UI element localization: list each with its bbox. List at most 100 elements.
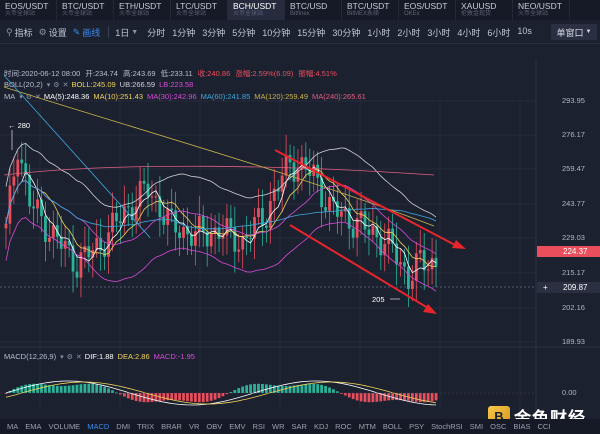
candle-body	[434, 257, 438, 267]
indicator-tab[interactable]: BIAS	[513, 422, 531, 431]
macd-bar	[221, 393, 225, 397]
macd-bar	[130, 393, 134, 400]
symbol-tab[interactable]: EOS/USDT 火币全球站	[0, 0, 57, 20]
macd-bar	[51, 385, 55, 393]
indicator-tab[interactable]: OSC	[490, 422, 507, 431]
settings-button[interactable]: ⚙ 设置	[38, 26, 67, 38]
cursor-price-tag: + 209.87	[537, 282, 600, 293]
amplitude-value: 振幅:4.51%	[298, 69, 337, 78]
symbol-tab[interactable]: BTC/USDT 火币全球站	[57, 0, 114, 20]
chevron-down-icon[interactable]: ▾	[60, 353, 64, 361]
interval-option[interactable]: 1小时	[367, 27, 391, 38]
candle-body	[197, 216, 201, 232]
candle-body	[28, 174, 32, 207]
macd-bar	[253, 383, 256, 393]
low-annotation: 205	[372, 295, 385, 304]
cursor-price: 209.87	[563, 283, 588, 292]
symbol-tab[interactable]: LTC/USDT 火币全球站	[171, 0, 228, 20]
candle-body	[387, 228, 391, 245]
gear-icon[interactable]: ⚙	[66, 353, 73, 361]
indicator-tab[interactable]: EMA	[25, 422, 42, 431]
close-icon[interactable]: ✕	[35, 93, 41, 101]
indicator-tab[interactable]: RSI	[252, 422, 266, 431]
macd-bar	[170, 393, 174, 401]
interval-option[interactable]: 4小时	[457, 27, 481, 38]
tab-exchange: 火币全球站	[233, 11, 264, 17]
change-value: 涨幅:2.59%(6.09)	[235, 69, 294, 78]
high-annotation: ← 280	[8, 121, 31, 130]
indicator-tab[interactable]: ROC	[335, 422, 352, 431]
candle-body	[182, 226, 185, 238]
indicator-tab[interactable]: SMI	[469, 422, 484, 431]
macd-bar	[55, 385, 59, 393]
indicator-tab[interactable]: MTM	[358, 422, 376, 431]
draw-button[interactable]: ✎ 画线	[72, 26, 101, 38]
gear-icon[interactable]: ⚙	[25, 93, 33, 101]
symbol-tab[interactable]: ETH/USDT 火币全球站	[114, 0, 171, 20]
symbol-tab[interactable]: EOS/USDT OKEx	[399, 0, 456, 20]
ma-name: MA	[4, 92, 16, 101]
indicator-tab[interactable]: VR	[188, 422, 200, 431]
macd-name: MACD(12,26,9)	[4, 352, 57, 361]
interval-option[interactable]: 2小时	[397, 27, 421, 38]
indicator-tab[interactable]: WR	[272, 422, 285, 431]
macd-bar	[395, 393, 398, 401]
indicator-tab[interactable]: SAR	[291, 422, 307, 431]
gear-icon[interactable]: ⚙	[53, 81, 60, 89]
symbol-tab[interactable]: BTC/USDT BitMEX永续	[342, 0, 399, 20]
candle-body	[367, 229, 371, 235]
macd-bar	[328, 387, 331, 393]
interval-option[interactable]: 分时	[147, 27, 166, 38]
indicator-tab[interactable]: MACD	[87, 422, 110, 431]
indicator-tab[interactable]: BRAR	[161, 422, 182, 431]
indicator-button[interactable]: ⚲ 指标	[6, 26, 33, 38]
period-select[interactable]: 1日 ▼	[115, 27, 139, 38]
candle-body	[407, 266, 410, 289]
close-icon[interactable]: ✕	[75, 353, 82, 361]
macd-bar	[103, 386, 106, 393]
macd-bar	[20, 385, 24, 393]
chevron-down-icon[interactable]: ▾	[46, 81, 51, 89]
indicator-tab[interactable]: TRIX	[137, 422, 155, 431]
interval-option[interactable]: 1分钟	[172, 27, 196, 38]
interval-option[interactable]: 10分钟	[262, 27, 291, 38]
symbol-tab[interactable]: XAUUSD 伦敦金现货	[456, 0, 513, 20]
interval-option[interactable]: 3分钟	[202, 27, 226, 38]
symbol-tab[interactable]: BCH/USDT 火币全球站	[228, 0, 285, 20]
macd-bar	[178, 393, 181, 401]
interval-option[interactable]: 6小时	[487, 27, 511, 38]
macd-bar	[312, 383, 316, 393]
indicator-tab[interactable]: KDJ	[313, 422, 329, 431]
close-icon[interactable]: ✕	[62, 81, 69, 89]
indicator-tab[interactable]: MA	[7, 422, 19, 431]
candle-body	[67, 240, 71, 246]
indicator-tab[interactable]: PSY	[409, 422, 425, 431]
indicator-tab[interactable]: EMV	[229, 422, 246, 431]
interval-option[interactable]: 15分钟	[297, 27, 326, 38]
chevron-down-icon[interactable]: ▾	[19, 93, 23, 101]
interval-option[interactable]: 5分钟	[232, 27, 256, 38]
indicator-tab[interactable]: StochRSI	[431, 422, 463, 431]
symbol-tab[interactable]: NEO/USDT 火币全球站	[513, 0, 570, 20]
candle-body	[237, 249, 241, 252]
window-select[interactable]: 单窗口 ▼	[551, 24, 597, 40]
indicator-tab[interactable]: BOLL	[382, 422, 403, 431]
candle-body	[268, 200, 272, 228]
interval-option[interactable]: 3小时	[427, 27, 451, 38]
candle-body	[272, 188, 276, 201]
macd-bar	[233, 389, 237, 393]
indicator-tab[interactable]: CCI	[537, 422, 551, 431]
indicator-tab[interactable]: VOLUME	[48, 422, 81, 431]
resistance-trendline	[274, 149, 456, 246]
indicator-tab[interactable]: DMI	[116, 422, 131, 431]
interval-option[interactable]: 30分钟	[332, 27, 361, 38]
indicator-tab[interactable]: OBV	[206, 422, 223, 431]
symbol-tab[interactable]: BTC/USD Bitfinex	[285, 0, 342, 20]
open-value: 开:234.74	[85, 69, 118, 78]
plus-icon[interactable]: +	[543, 283, 548, 292]
candle-body	[122, 206, 126, 224]
interval-option[interactable]: 10s	[517, 25, 532, 36]
candle-body	[418, 250, 422, 254]
ma60-value: MA(60):241.85	[200, 92, 251, 101]
